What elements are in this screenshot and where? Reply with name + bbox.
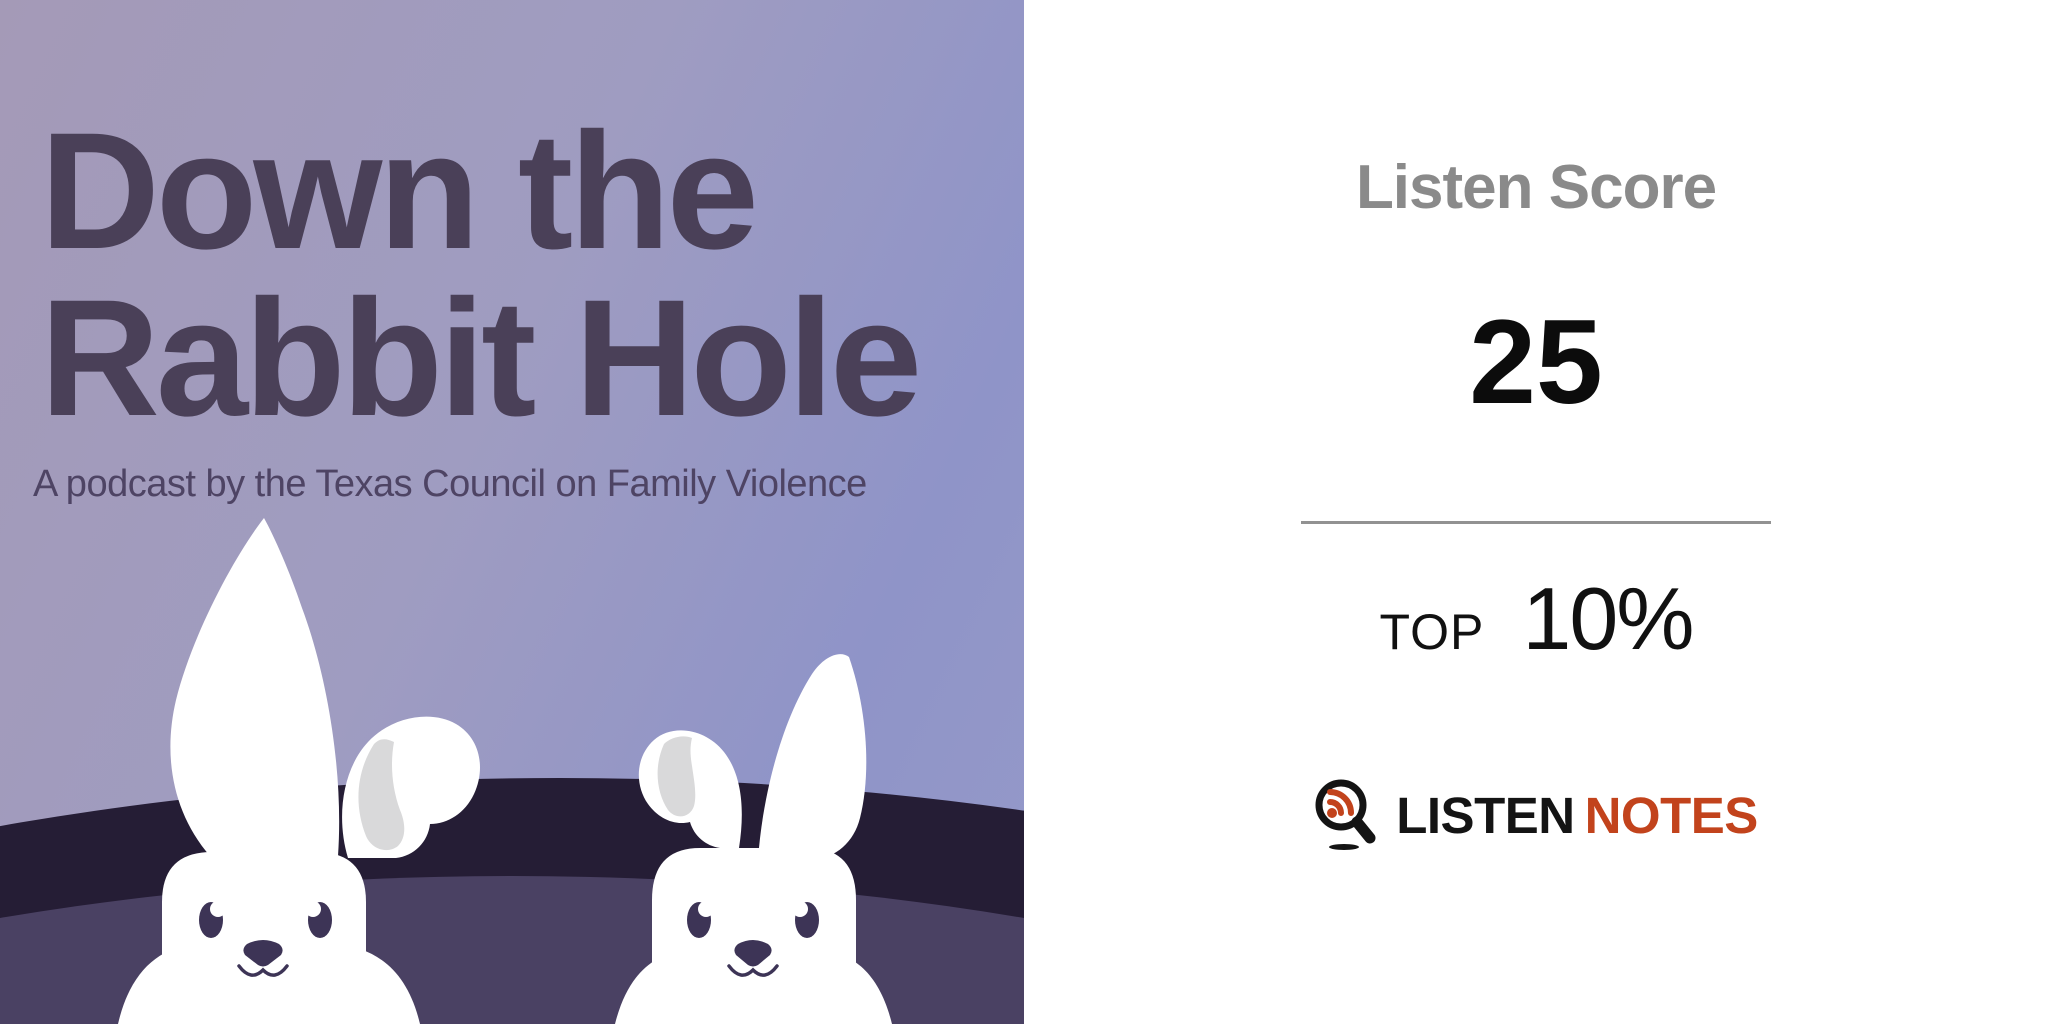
podcast-cover-art: Down the Rabbit Hole A podcast by the Tex… (0, 0, 1024, 1024)
divider (1301, 521, 1771, 524)
listen-score-value: 25 (1469, 295, 1603, 429)
rabbit-hole-illustration (0, 518, 1024, 1024)
magnifier-rss-icon (1315, 779, 1376, 850)
podcast-title: Down the Rabbit Hole (40, 108, 922, 442)
listen-notes-logo[interactable]: LISTEN NOTES (1024, 778, 2048, 852)
brand-word-notes: NOTES (1584, 786, 1759, 844)
listen-score-heading: Listen Score (1355, 153, 1717, 222)
top-label: TOP (1379, 604, 1485, 660)
podcast-subtitle: A podcast by the Texas Council on Family… (33, 463, 867, 505)
left-rabbit-face (199, 901, 332, 977)
brand-wordmark: LISTEN NOTES (1396, 786, 1758, 845)
top-percent-value: 10% (1522, 569, 1694, 668)
right-rabbit-face (687, 901, 819, 977)
top-percent-row: TOP 10% (1024, 568, 2048, 670)
left-rabbit (118, 518, 480, 1024)
listen-score-panel: Listen Score 25 TOP 10% LISTEN NOTES (1024, 0, 2048, 1024)
right-rabbit (615, 654, 892, 1024)
podcast-title-line2: Rabbit Hole (40, 266, 922, 451)
podcast-title-line1: Down the (40, 99, 759, 284)
brand-word-listen: LISTEN (1396, 786, 1575, 844)
